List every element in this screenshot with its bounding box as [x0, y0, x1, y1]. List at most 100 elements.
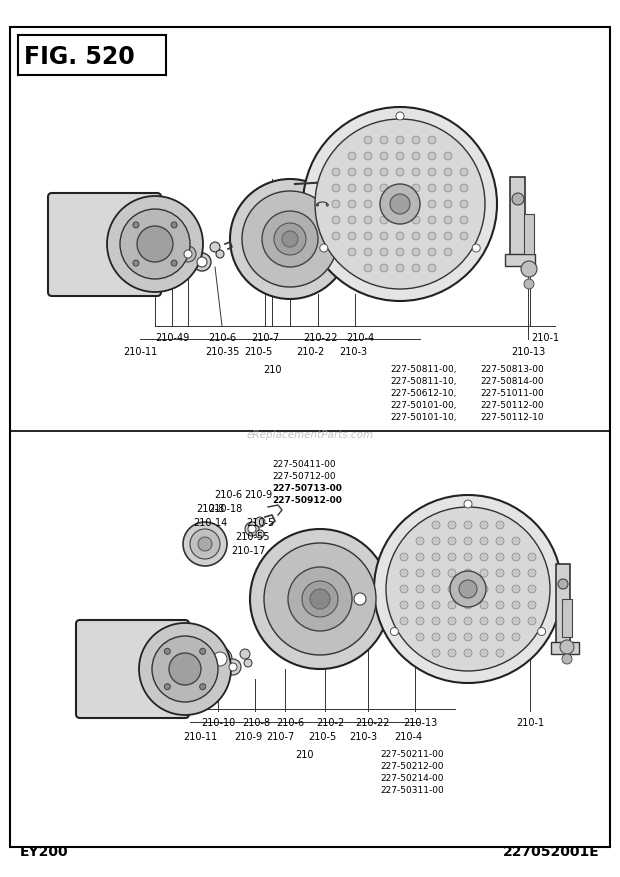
Circle shape	[496, 569, 504, 577]
Circle shape	[400, 602, 408, 610]
Circle shape	[428, 217, 436, 225]
Circle shape	[332, 168, 340, 177]
Circle shape	[396, 249, 404, 257]
Circle shape	[216, 251, 224, 259]
Circle shape	[416, 617, 424, 625]
Circle shape	[396, 113, 404, 121]
Polygon shape	[430, 224, 466, 251]
Text: 227-50811-10,: 227-50811-10,	[390, 376, 456, 386]
Circle shape	[512, 633, 520, 641]
Circle shape	[528, 569, 536, 577]
Text: 210-2: 210-2	[296, 346, 324, 357]
Circle shape	[396, 185, 404, 193]
Circle shape	[386, 508, 550, 671]
Circle shape	[380, 265, 388, 273]
Circle shape	[448, 569, 456, 577]
Circle shape	[428, 232, 436, 240]
Circle shape	[521, 261, 537, 278]
Circle shape	[380, 168, 388, 177]
Circle shape	[464, 569, 472, 577]
Bar	[18, 36, 166, 76]
Text: 210-17: 210-17	[231, 545, 265, 555]
Circle shape	[264, 544, 376, 655]
Polygon shape	[469, 617, 491, 650]
Polygon shape	[495, 609, 529, 634]
Polygon shape	[404, 232, 426, 267]
Text: 210-7: 210-7	[266, 731, 294, 741]
Polygon shape	[379, 231, 406, 266]
Circle shape	[512, 553, 520, 561]
Circle shape	[416, 553, 424, 561]
Circle shape	[332, 201, 340, 209]
Text: 210-35: 210-35	[205, 346, 239, 357]
Circle shape	[432, 602, 440, 610]
Circle shape	[480, 617, 488, 625]
Circle shape	[364, 153, 372, 160]
Circle shape	[255, 517, 265, 527]
Circle shape	[412, 137, 420, 145]
Circle shape	[244, 660, 252, 667]
Text: 210-49: 210-49	[155, 332, 189, 343]
Circle shape	[396, 217, 404, 225]
Circle shape	[364, 168, 372, 177]
Circle shape	[450, 571, 486, 607]
Polygon shape	[430, 565, 464, 590]
Circle shape	[400, 569, 408, 577]
Polygon shape	[362, 203, 397, 226]
Circle shape	[197, 258, 207, 267]
Text: 210-3: 210-3	[339, 346, 367, 357]
Circle shape	[448, 585, 456, 594]
Circle shape	[315, 120, 485, 289]
Circle shape	[496, 538, 504, 545]
Circle shape	[496, 522, 504, 530]
Circle shape	[460, 217, 468, 225]
Circle shape	[332, 217, 340, 225]
Circle shape	[464, 585, 472, 594]
Text: 227-50813-00: 227-50813-00	[480, 365, 544, 374]
Text: 210-5: 210-5	[246, 517, 274, 527]
Circle shape	[444, 185, 452, 193]
Circle shape	[213, 652, 227, 667]
Circle shape	[480, 633, 488, 641]
Circle shape	[139, 624, 231, 715]
Polygon shape	[430, 179, 466, 206]
Text: 227-50212-00: 227-50212-00	[380, 761, 443, 770]
Circle shape	[416, 569, 424, 577]
Text: 227-50112-10: 227-50112-10	[480, 412, 544, 422]
Circle shape	[444, 201, 452, 209]
Circle shape	[152, 637, 218, 702]
Text: 210-8: 210-8	[242, 717, 270, 727]
Circle shape	[364, 185, 372, 193]
Circle shape	[332, 232, 340, 240]
Circle shape	[250, 530, 390, 669]
Circle shape	[428, 265, 436, 273]
Circle shape	[496, 602, 504, 610]
Circle shape	[512, 194, 524, 206]
Circle shape	[390, 195, 410, 215]
Circle shape	[432, 538, 440, 545]
Circle shape	[460, 168, 468, 177]
Circle shape	[120, 210, 190, 280]
Circle shape	[332, 185, 340, 193]
Circle shape	[364, 249, 372, 257]
Circle shape	[432, 522, 440, 530]
Circle shape	[512, 569, 520, 577]
Circle shape	[400, 585, 408, 594]
Polygon shape	[379, 163, 406, 199]
Text: EY200: EY200	[20, 844, 69, 858]
Circle shape	[229, 663, 237, 671]
Text: 210-10: 210-10	[201, 717, 235, 727]
Circle shape	[303, 108, 497, 302]
Circle shape	[200, 684, 206, 690]
Circle shape	[464, 538, 472, 545]
Circle shape	[396, 201, 404, 209]
Circle shape	[480, 522, 488, 530]
Polygon shape	[489, 615, 515, 649]
Circle shape	[460, 185, 468, 193]
Polygon shape	[424, 163, 451, 199]
Circle shape	[348, 232, 356, 240]
Circle shape	[396, 265, 404, 273]
Circle shape	[225, 660, 241, 675]
Text: 210-22: 210-22	[303, 332, 337, 343]
Circle shape	[164, 649, 171, 654]
